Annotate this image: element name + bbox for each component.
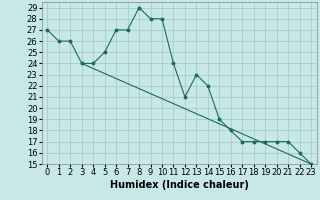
X-axis label: Humidex (Indice chaleur): Humidex (Indice chaleur) <box>110 180 249 190</box>
